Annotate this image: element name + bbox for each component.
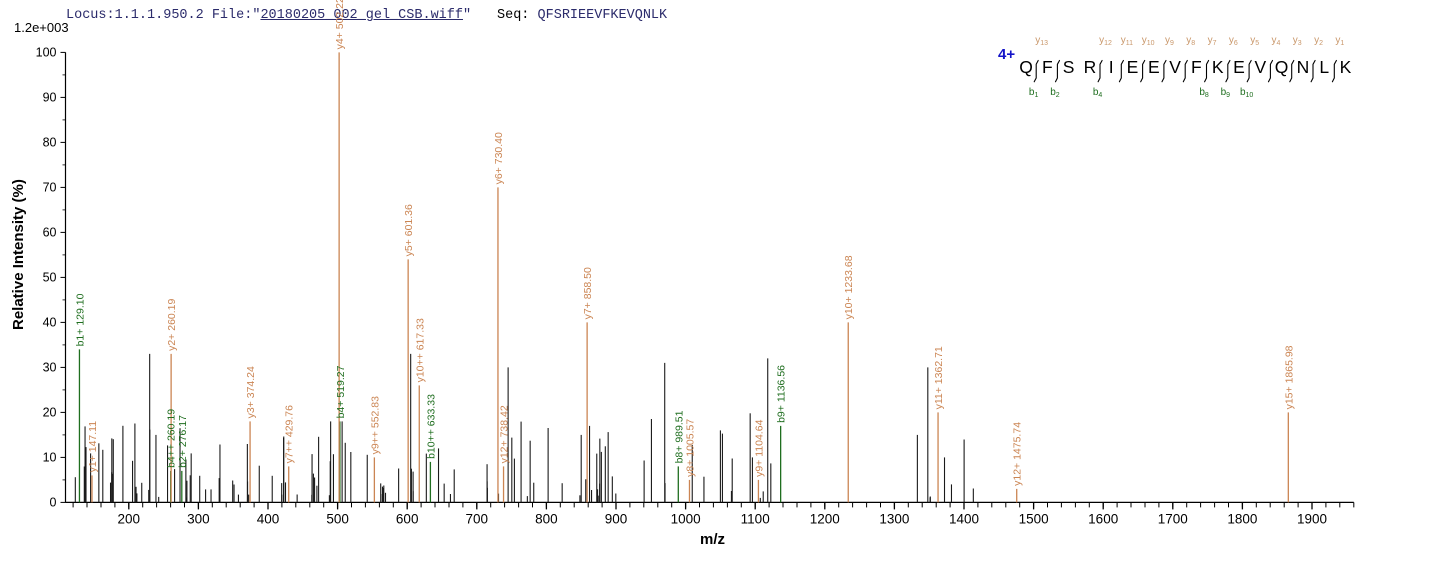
svg-text:1000: 1000 <box>671 511 701 526</box>
svg-text:y4+ 502.22: y4+ 502.22 <box>334 0 346 49</box>
svg-text:b9: b9 <box>1221 87 1231 99</box>
svg-text:500: 500 <box>326 511 349 526</box>
svg-text:60: 60 <box>43 225 57 239</box>
svg-text:900: 900 <box>605 511 628 526</box>
svg-text:600: 600 <box>396 511 419 526</box>
svg-text:400: 400 <box>257 511 280 526</box>
svg-text:1800: 1800 <box>1227 511 1257 526</box>
svg-text:20: 20 <box>43 405 57 419</box>
svg-text:40: 40 <box>43 315 57 329</box>
svg-text:200: 200 <box>118 511 141 526</box>
svg-text:y8: y8 <box>1186 35 1195 47</box>
svg-text:80: 80 <box>43 135 57 149</box>
svg-text:b10++ 633.33: b10++ 633.33 <box>425 394 437 459</box>
svg-text:L: L <box>1319 57 1329 77</box>
svg-text:E: E <box>1148 57 1160 77</box>
svg-text:y10+ 1233.68: y10+ 1233.68 <box>843 255 855 319</box>
svg-text:y9: y9 <box>1165 35 1174 47</box>
svg-text:y12+ 738.42: y12+ 738.42 <box>499 405 511 463</box>
svg-text:300: 300 <box>187 511 210 526</box>
svg-text:y9+ 1104.64: y9+ 1104.64 <box>753 419 765 476</box>
svg-text:b1: b1 <box>1029 87 1039 99</box>
svg-text:E: E <box>1233 57 1245 77</box>
svg-text:y9++ 552.83: y9++ 552.83 <box>369 396 381 455</box>
svg-text:y7: y7 <box>1208 35 1217 47</box>
svg-text:y5+ 601.36: y5+ 601.36 <box>403 204 415 256</box>
svg-text:y7++ 429.76: y7++ 429.76 <box>284 405 296 464</box>
svg-text:y2+ 260.19: y2+ 260.19 <box>166 298 178 350</box>
svg-text:E: E <box>1127 57 1139 77</box>
svg-text:1100: 1100 <box>741 511 770 526</box>
svg-text:y1+ 147.11: y1+ 147.11 <box>87 421 99 473</box>
svg-text:y11: y11 <box>1121 35 1133 47</box>
svg-text:y2: y2 <box>1314 35 1323 47</box>
svg-text:1200: 1200 <box>810 511 840 526</box>
svg-text:90: 90 <box>43 90 57 104</box>
svg-text:Q: Q <box>1275 57 1289 77</box>
svg-text:F: F <box>1191 57 1202 77</box>
svg-text:b10: b10 <box>1240 87 1253 99</box>
svg-text:y10: y10 <box>1142 35 1155 47</box>
svg-text:y1: y1 <box>1335 35 1344 47</box>
svg-text:K: K <box>1212 57 1224 77</box>
svg-text:y6+ 730.40: y6+ 730.40 <box>493 132 505 184</box>
svg-text:y6: y6 <box>1229 35 1238 47</box>
svg-text:R: R <box>1084 57 1097 77</box>
svg-text:70: 70 <box>43 180 57 194</box>
svg-text:100: 100 <box>36 45 57 59</box>
svg-text:K: K <box>1340 57 1352 77</box>
svg-text:30: 30 <box>43 360 57 374</box>
svg-text:50: 50 <box>43 270 57 284</box>
svg-text:b2: b2 <box>1050 87 1060 99</box>
svg-text:10: 10 <box>43 450 57 464</box>
svg-text:V: V <box>1254 57 1266 77</box>
svg-text:S: S <box>1063 57 1075 77</box>
svg-text:N: N <box>1297 57 1310 77</box>
svg-text:y13: y13 <box>1035 35 1048 47</box>
svg-text:4+: 4+ <box>998 46 1015 63</box>
svg-text:y15+ 1865.98: y15+ 1865.98 <box>1283 345 1295 409</box>
svg-text:y3: y3 <box>1293 35 1302 47</box>
svg-text:b1+ 129.10: b1+ 129.10 <box>74 293 86 346</box>
svg-text:y4: y4 <box>1271 35 1280 47</box>
svg-text:1300: 1300 <box>879 511 909 526</box>
svg-text:1500: 1500 <box>1019 511 1049 526</box>
svg-text:1400: 1400 <box>949 511 979 526</box>
svg-text:b4: b4 <box>1093 87 1103 99</box>
svg-text:700: 700 <box>466 511 489 526</box>
svg-text:y3+ 374.24: y3+ 374.24 <box>245 366 257 418</box>
svg-text:Q: Q <box>1019 57 1033 77</box>
svg-text:b9+ 1136.56: b9+ 1136.56 <box>776 365 788 423</box>
svg-text:1900: 1900 <box>1297 511 1327 526</box>
svg-text:1700: 1700 <box>1158 511 1188 526</box>
svg-text:y5: y5 <box>1250 35 1259 47</box>
svg-text:b2+ 276.17: b2+ 276.17 <box>177 415 189 468</box>
svg-text:b8: b8 <box>1199 87 1209 99</box>
svg-text:y10++ 617.33: y10++ 617.33 <box>414 318 426 382</box>
svg-text:y11+ 1362.71: y11+ 1362.71 <box>933 346 945 409</box>
svg-text:y12: y12 <box>1099 35 1112 47</box>
svg-text:I: I <box>1109 57 1114 77</box>
svg-text:y8+ 1005.57: y8+ 1005.57 <box>684 419 696 477</box>
svg-text:b4+ 519.27: b4+ 519.27 <box>335 365 347 418</box>
svg-text:1600: 1600 <box>1088 511 1118 526</box>
svg-text:y7+ 858.50: y7+ 858.50 <box>582 267 594 319</box>
svg-text:y12+ 1475.74: y12+ 1475.74 <box>1012 422 1024 486</box>
svg-text:F: F <box>1042 57 1053 77</box>
svg-text:V: V <box>1169 57 1181 77</box>
svg-text:800: 800 <box>535 511 558 526</box>
svg-text:0: 0 <box>50 495 57 509</box>
